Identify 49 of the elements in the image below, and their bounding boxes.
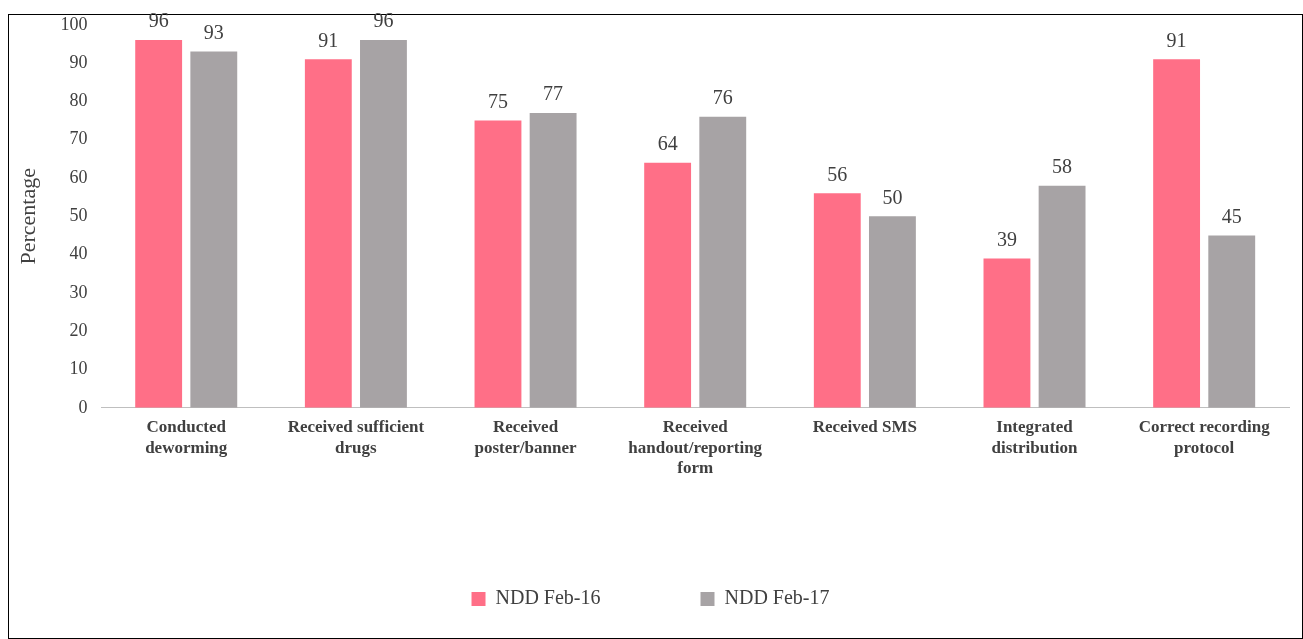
y-tick-label: 90 bbox=[69, 51, 88, 72]
y-axis-title: Percentage bbox=[14, 168, 40, 265]
y-tick-label: 10 bbox=[69, 358, 88, 379]
bar bbox=[868, 216, 916, 408]
bar bbox=[699, 116, 747, 408]
data-label: 91 bbox=[318, 28, 339, 51]
y-tick-label: 40 bbox=[69, 243, 88, 264]
x-tick-label: Received sufficient drugs bbox=[287, 417, 425, 457]
legend-label: NDD Feb-17 bbox=[724, 586, 830, 609]
data-label: 56 bbox=[827, 162, 848, 185]
bar bbox=[360, 40, 407, 408]
y-tick-label: 80 bbox=[69, 90, 88, 111]
data-label: 50 bbox=[882, 185, 903, 208]
data-label: 64 bbox=[657, 131, 678, 154]
bar bbox=[529, 112, 577, 408]
y-tick-label: 50 bbox=[69, 205, 88, 226]
y-tick-label: 0 bbox=[78, 396, 88, 417]
data-label: 91 bbox=[1166, 28, 1187, 51]
bar bbox=[813, 193, 861, 408]
x-tick-label: Received poster/banner bbox=[474, 417, 577, 457]
y-tick-label: 70 bbox=[69, 128, 88, 149]
data-label: 39 bbox=[996, 227, 1017, 250]
y-tick-label: 60 bbox=[69, 166, 88, 187]
data-label: 45 bbox=[1221, 204, 1242, 227]
bar bbox=[644, 162, 692, 408]
data-label: 58 bbox=[1052, 154, 1073, 177]
bar bbox=[1038, 185, 1086, 408]
x-tick-label: Integrated distribution bbox=[991, 417, 1079, 457]
y-tick-label: 100 bbox=[60, 13, 88, 34]
x-tick-label: Conducted deworming bbox=[145, 417, 228, 457]
legend-label: NDD Feb-16 bbox=[495, 586, 601, 609]
y-tick-label: 30 bbox=[69, 281, 88, 302]
data-label: 93 bbox=[203, 20, 224, 43]
x-tick-label: Received SMS bbox=[812, 417, 918, 437]
bar bbox=[135, 40, 183, 408]
bar bbox=[1153, 59, 1201, 408]
data-label: 96 bbox=[148, 9, 169, 32]
x-tick-label: Correct recording protocol bbox=[1138, 417, 1271, 457]
bar bbox=[983, 258, 1031, 408]
y-tick-label: 20 bbox=[69, 319, 88, 340]
data-label: 75 bbox=[487, 89, 508, 112]
x-tick-label: Received handout/reporting form bbox=[628, 417, 763, 478]
data-label: 96 bbox=[373, 9, 394, 32]
bar bbox=[1208, 235, 1256, 408]
bar bbox=[474, 120, 522, 408]
data-label: 76 bbox=[712, 85, 733, 108]
data-label: 77 bbox=[543, 82, 564, 105]
bar bbox=[190, 51, 238, 408]
bar bbox=[304, 59, 352, 408]
